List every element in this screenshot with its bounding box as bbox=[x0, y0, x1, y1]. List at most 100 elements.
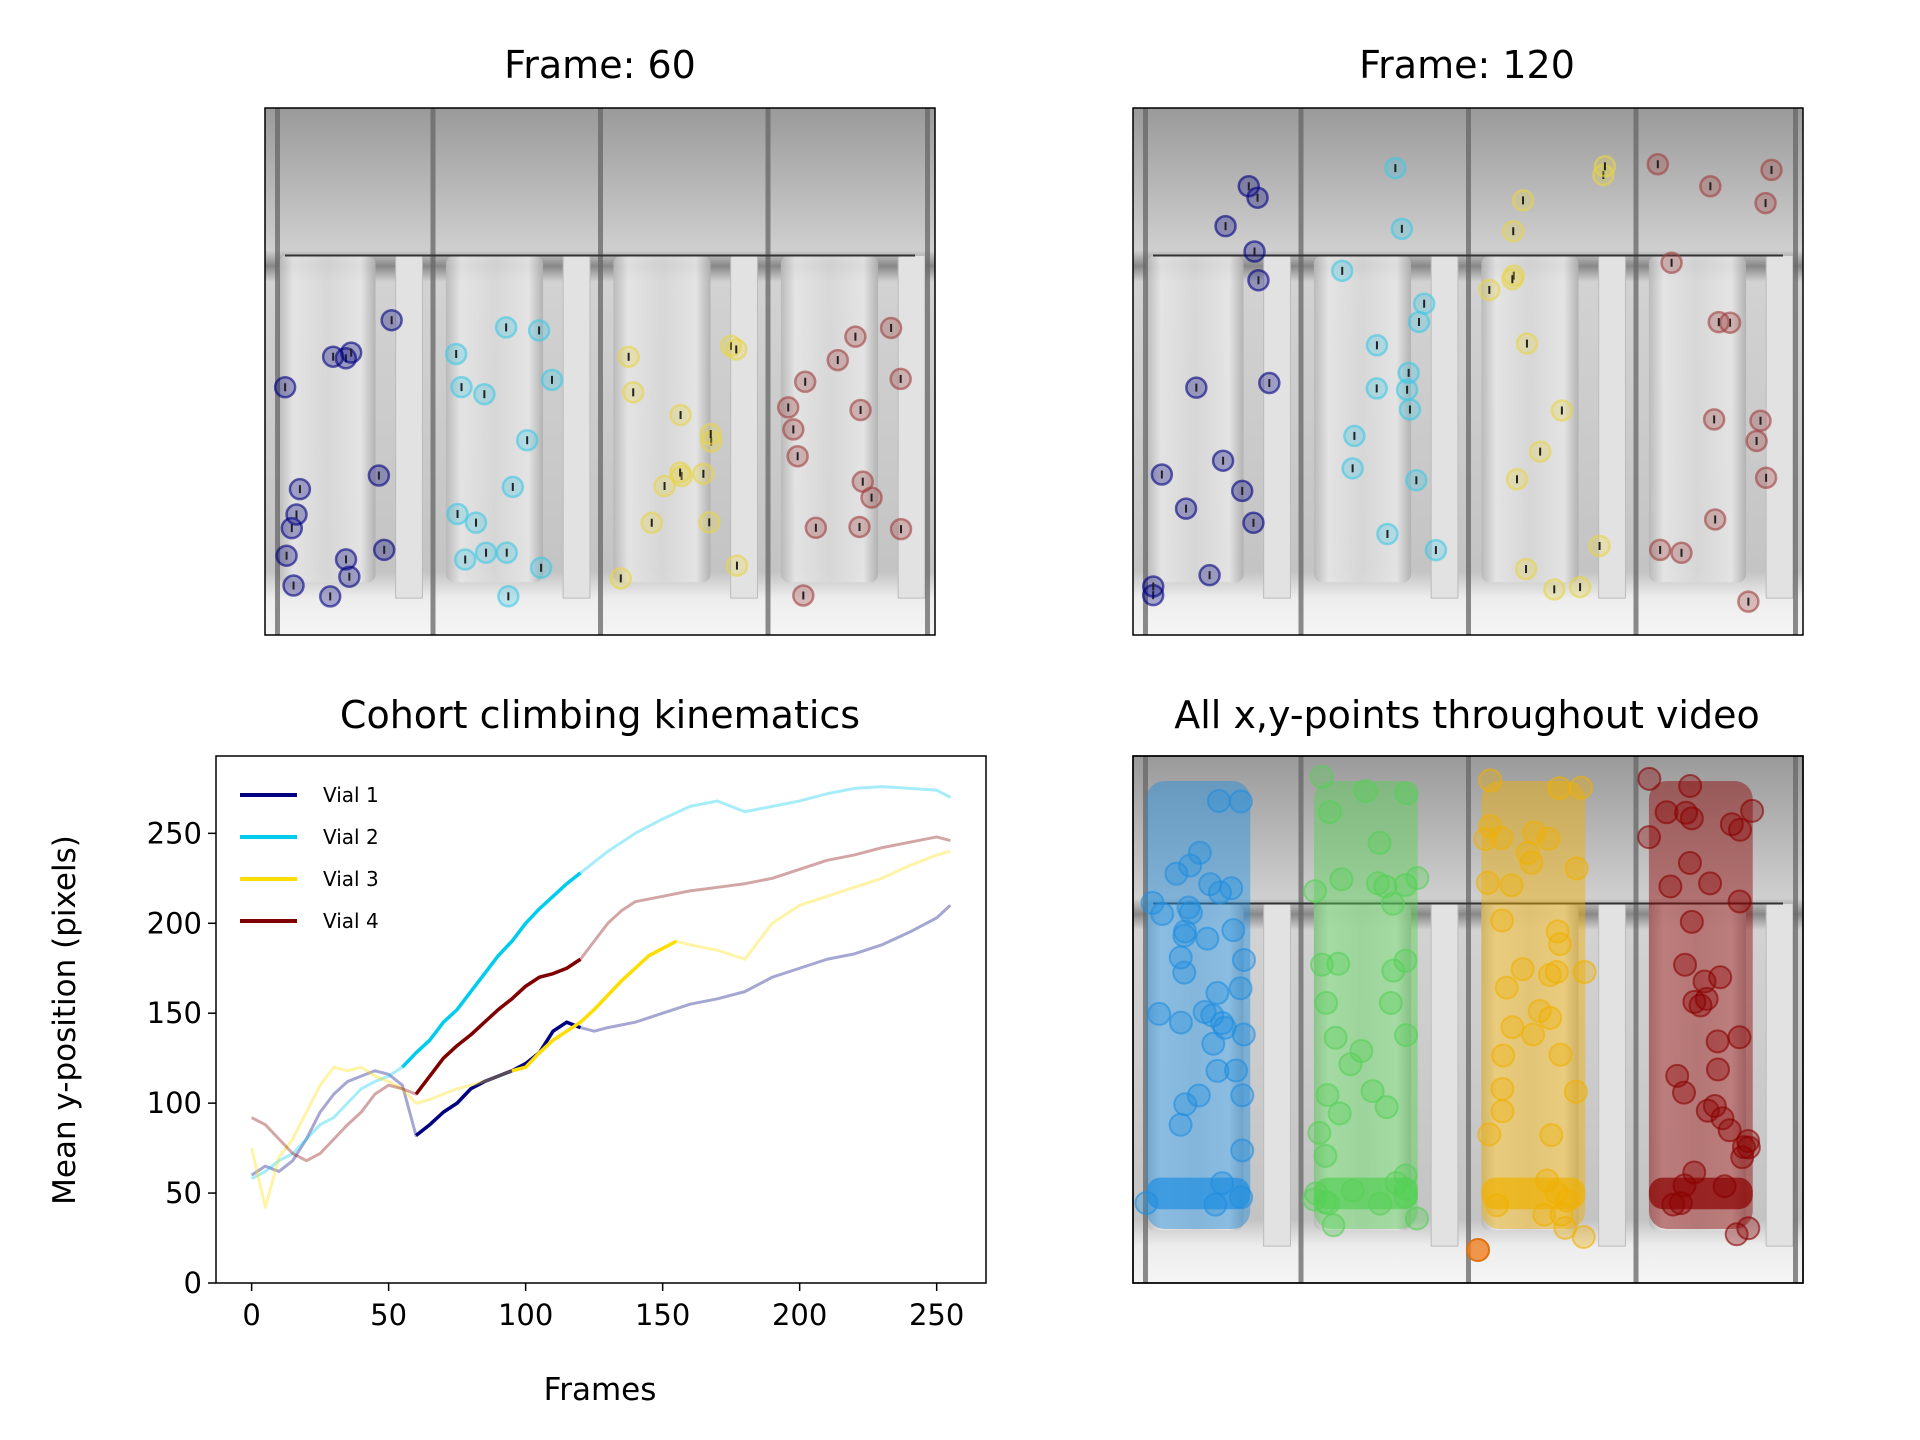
track-point bbox=[1229, 1185, 1254, 1210]
track-point bbox=[1563, 1079, 1588, 1104]
series-highlight-3 bbox=[511, 939, 678, 1073]
track-point bbox=[1373, 874, 1398, 899]
track-point bbox=[1405, 866, 1430, 891]
separator-bar bbox=[275, 108, 280, 635]
vial-tube bbox=[1146, 903, 1244, 1231]
y-tick-label: 50 bbox=[165, 1176, 202, 1210]
track-point bbox=[1207, 880, 1232, 905]
x-tick-label: 200 bbox=[772, 1298, 827, 1332]
track-point bbox=[1548, 1042, 1573, 1067]
track-point bbox=[1230, 1083, 1255, 1108]
track-point bbox=[1478, 768, 1503, 793]
track-cloud-bottom bbox=[1648, 1177, 1753, 1210]
series-highlight-4 bbox=[414, 957, 582, 1096]
track-point bbox=[1134, 1191, 1159, 1216]
track-point bbox=[1367, 830, 1392, 855]
track-point bbox=[1309, 764, 1334, 789]
track-point bbox=[1564, 856, 1589, 881]
track-point bbox=[1708, 965, 1733, 990]
track-point bbox=[1510, 957, 1535, 982]
track-point bbox=[1698, 871, 1723, 896]
track-point bbox=[1231, 947, 1256, 972]
track-point bbox=[1314, 990, 1339, 1015]
legend-label: Vial 4 bbox=[323, 909, 379, 933]
track-point bbox=[1172, 923, 1197, 948]
separator-bar bbox=[1466, 756, 1471, 1283]
vial-tube bbox=[445, 255, 544, 583]
track-point bbox=[1673, 952, 1698, 977]
track-point bbox=[1477, 1122, 1502, 1147]
track-point bbox=[1168, 945, 1193, 970]
track-point bbox=[1661, 1192, 1686, 1217]
vial-tube bbox=[1313, 903, 1412, 1231]
vial-tube bbox=[278, 255, 376, 583]
track-point bbox=[1466, 1238, 1490, 1262]
track-cloud bbox=[1481, 781, 1586, 1229]
track-point bbox=[1360, 1079, 1385, 1104]
series-highlight-2 bbox=[401, 871, 582, 1069]
track-point bbox=[1637, 825, 1662, 850]
track-point bbox=[1313, 1190, 1338, 1215]
track-point bbox=[1537, 963, 1562, 988]
track-point bbox=[1224, 1058, 1249, 1083]
track-point bbox=[1499, 873, 1524, 898]
track-point bbox=[1535, 1168, 1560, 1193]
track-point bbox=[1491, 1043, 1516, 1068]
track-point bbox=[1168, 1010, 1193, 1035]
vial-tube bbox=[1648, 903, 1747, 1231]
track-point bbox=[1380, 891, 1405, 916]
track-point bbox=[1140, 890, 1165, 915]
holder-post bbox=[1430, 903, 1459, 1247]
separator-bar bbox=[1793, 756, 1798, 1283]
track-point bbox=[1727, 889, 1752, 914]
track-point bbox=[1702, 1093, 1727, 1118]
y-tick-label: 100 bbox=[147, 1086, 202, 1120]
track-point bbox=[1515, 841, 1540, 866]
track-point bbox=[1338, 1052, 1363, 1077]
holder-post bbox=[562, 255, 591, 599]
track-point bbox=[1304, 1181, 1329, 1206]
track-point bbox=[1710, 1106, 1735, 1131]
track-point bbox=[1187, 840, 1212, 865]
panel-frame bbox=[1132, 755, 1804, 1284]
track-point bbox=[1221, 918, 1246, 943]
legend-label: Vial 1 bbox=[323, 783, 379, 807]
track-point bbox=[1321, 1213, 1346, 1238]
frame120-photo bbox=[1132, 107, 1804, 636]
x-tick-label: 100 bbox=[498, 1298, 553, 1332]
track-point bbox=[1176, 895, 1201, 920]
track-point bbox=[1394, 1023, 1419, 1048]
track-point bbox=[1200, 1003, 1225, 1028]
x-tick-label: 150 bbox=[635, 1298, 690, 1332]
holder-post bbox=[1765, 903, 1794, 1247]
track-point bbox=[1393, 1184, 1418, 1209]
track-point bbox=[1393, 873, 1418, 898]
frame60-photo bbox=[264, 107, 936, 636]
track-point bbox=[1203, 1192, 1228, 1217]
track-point bbox=[1228, 976, 1253, 1001]
y-tick-label: 150 bbox=[147, 996, 202, 1030]
frame60-title: Frame: 60 bbox=[504, 43, 696, 87]
track-point bbox=[1307, 1120, 1332, 1145]
track-point bbox=[1637, 766, 1662, 791]
track-point bbox=[1549, 1202, 1574, 1227]
track-point bbox=[1536, 826, 1561, 851]
track-point bbox=[1381, 958, 1406, 983]
x-tick-label: 50 bbox=[370, 1298, 407, 1332]
vial-tube bbox=[613, 255, 711, 583]
separator-bar bbox=[1298, 756, 1304, 1283]
separator-bar bbox=[1466, 108, 1471, 635]
vial-tube bbox=[1146, 255, 1244, 583]
track-point bbox=[1489, 825, 1514, 850]
track-point bbox=[1522, 820, 1547, 845]
track-cloud bbox=[1648, 781, 1753, 1229]
track-point bbox=[1521, 1022, 1546, 1047]
x-tick-label: 0 bbox=[242, 1298, 260, 1332]
track-cloud-bottom bbox=[1146, 1177, 1251, 1210]
track-point bbox=[1164, 861, 1189, 886]
track-point bbox=[1368, 1191, 1393, 1216]
track-point bbox=[1668, 1191, 1693, 1216]
track-point bbox=[1340, 1178, 1365, 1203]
track-point bbox=[1378, 990, 1403, 1015]
